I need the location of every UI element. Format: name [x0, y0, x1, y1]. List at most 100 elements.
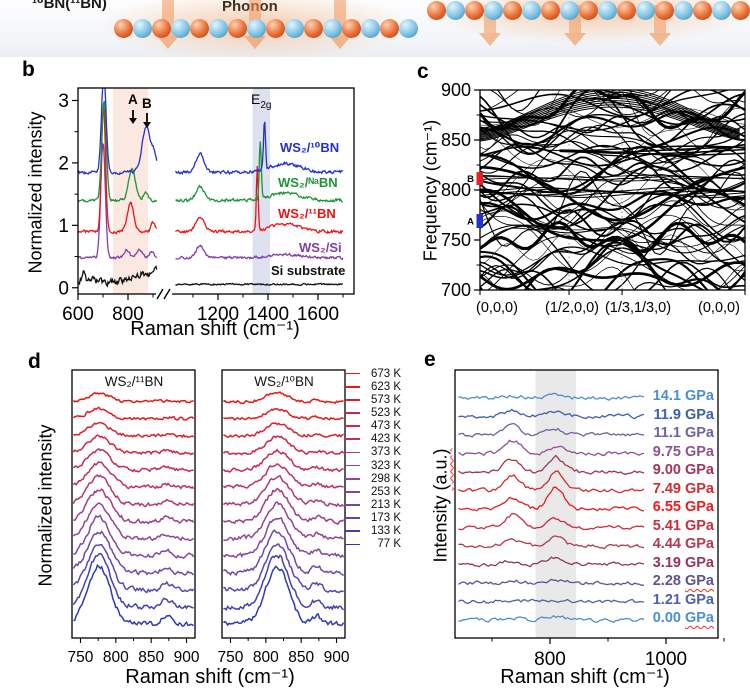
spectrum-4.44-gpa	[458, 535, 645, 550]
phonon-band	[480, 95, 740, 136]
spectrum-14.1-gpa	[458, 392, 645, 401]
phonon-band	[480, 100, 740, 138]
peak-B-annotation: B	[142, 96, 152, 111]
panel-d-title-10bn: WS₂/¹⁰BN	[254, 374, 314, 389]
legend-line	[345, 372, 360, 375]
blue-atom	[133, 19, 152, 38]
pressure-unit: GPa	[684, 480, 714, 497]
legend-line	[345, 490, 360, 493]
spectrum-Si substrate	[175, 282, 344, 286]
plot-frame	[454, 369, 719, 639]
x-tick-label: 850	[288, 649, 314, 666]
phonon-band	[480, 241, 745, 290]
spectrum-623 K	[72, 406, 195, 421]
x-tick-label: 1000	[645, 649, 687, 670]
blue-atom	[636, 1, 655, 20]
marker-label-A: A	[467, 217, 474, 228]
x-tick-label: 750	[218, 649, 244, 666]
legend-entry: 373 K	[345, 446, 401, 459]
spectrum-WS₂/Si	[78, 142, 158, 260]
phonon-arrow-head-icon-1	[244, 36, 266, 49]
legend-label: 253 K	[370, 485, 401, 498]
legend-entry: 77 K	[345, 538, 401, 551]
spectrum-173 K	[72, 543, 195, 594]
pressure-unit: GPa	[684, 499, 714, 515]
e2g-mode-label: E2g	[251, 91, 271, 111]
phonon-band	[480, 187, 745, 192]
legend-line	[345, 543, 360, 546]
panel-e-ylabel: Intensity (a.u.)	[431, 421, 452, 591]
legend-line	[345, 530, 360, 533]
pressure-label: 1.21 GPa	[610, 592, 714, 608]
phonon-band	[480, 90, 730, 132]
kpoint-label: (0,0,0)	[698, 300, 740, 316]
pressure-value: 3.19	[652, 554, 685, 571]
blue-atom	[446, 1, 465, 20]
pressure-unit: GPa	[684, 406, 714, 423]
pressure-value: 9.75	[652, 443, 685, 460]
pressure-unit: GPa	[684, 462, 714, 478]
x-tick-label: 600	[62, 304, 94, 325]
legend-entry: 323 K	[345, 459, 401, 472]
legend-label: 373 K	[370, 446, 401, 459]
x-tick-label: 1400	[247, 304, 289, 325]
curve-label-ws2-11bn: WS₂/¹¹BN	[278, 206, 336, 221]
spectrum-WS₂/¹⁰BN	[174, 121, 344, 176]
spectrum-373 K	[222, 474, 345, 508]
y-tick-label: 750	[441, 230, 471, 250]
e2g-sub: 2g	[260, 99, 272, 111]
legend-entry: 673 K	[345, 367, 401, 380]
curve-label-ws2-si: WS₂/Si	[299, 240, 342, 255]
panel-e-xlabel: Raman shift (cm⁻¹)	[500, 666, 670, 688]
panel-letter-c: c	[417, 60, 429, 83]
phonon-band	[480, 170, 745, 256]
phonon-band	[480, 93, 740, 135]
spectrum-253 K	[222, 517, 345, 559]
legend-line	[345, 398, 360, 401]
legend-line	[345, 477, 360, 480]
axis-break-slash	[156, 288, 164, 300]
orange-atom	[731, 1, 750, 20]
panel-d-title-11bn: WS₂/¹¹BN	[104, 374, 164, 389]
kpoint-label: (0,0,0)	[476, 300, 518, 316]
pressure-value: 11.1	[653, 425, 685, 441]
orange-atom	[266, 19, 285, 38]
blue-atom	[674, 1, 693, 20]
legend-line	[345, 385, 360, 388]
pressure-value: 0.00	[652, 610, 685, 626]
phonon-band	[480, 222, 745, 290]
x-tick-label: 800	[253, 649, 279, 666]
phonon-bands	[480, 90, 745, 290]
spectrum-133 K	[72, 552, 194, 610]
plot-bg	[455, 370, 718, 638]
spectrum-253 K	[73, 514, 195, 559]
shaded-band-1	[252, 88, 270, 294]
x-tick-label: 900	[324, 649, 350, 666]
legend-label: 323 K	[370, 459, 401, 472]
legend-line	[345, 517, 360, 520]
orange-atom	[617, 1, 636, 20]
phonon-band	[488, 90, 745, 118]
panel-b-xlabel: Raman shift (cm⁻¹)	[130, 318, 300, 340]
orange-atom	[114, 19, 133, 38]
spectrum-11.1-gpa	[458, 422, 645, 438]
phonon-band	[559, 145, 745, 152]
legend-label: 523 K	[370, 406, 401, 419]
spectrum-133 K	[223, 554, 345, 611]
panel-e-ylabel-main: Intensity	[430, 490, 451, 563]
legend-label: 213 K	[370, 498, 401, 511]
orange-atom	[380, 19, 399, 38]
legend-label: 573 K	[370, 393, 401, 406]
orange-atom	[304, 19, 323, 38]
pressure-unit: GPa	[684, 610, 714, 626]
pressure-label: 14.1 GPa	[610, 388, 714, 404]
y-tick-label: 1	[58, 216, 69, 237]
panel-b-plot-area	[78, 88, 344, 294]
spectrum-WS₂/ᴺᵃBN	[175, 141, 343, 204]
phonon-band	[480, 246, 745, 276]
spectrum-9.00-gpa	[458, 454, 645, 475]
phonon-band	[480, 91, 740, 134]
blue-atom	[323, 19, 342, 38]
blue-atom	[171, 19, 190, 38]
